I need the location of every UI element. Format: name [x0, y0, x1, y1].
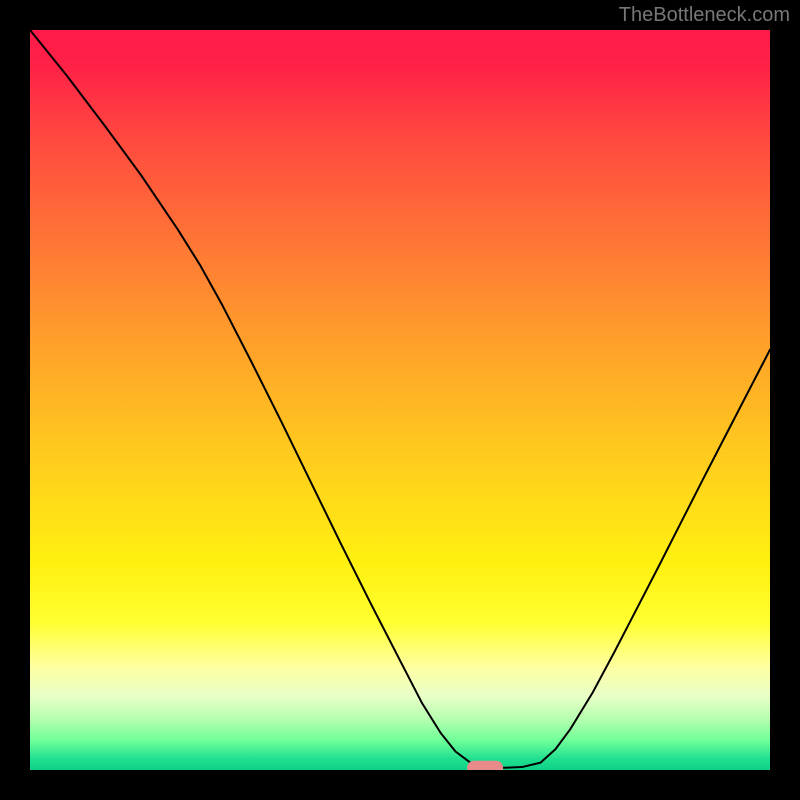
optimal-marker: [467, 761, 503, 770]
watermark-label: TheBottleneck.com: [619, 4, 790, 27]
bottleneck-curve-chart: [30, 30, 770, 770]
chart-area: [30, 30, 770, 770]
